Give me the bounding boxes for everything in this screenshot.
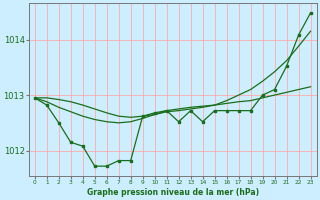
X-axis label: Graphe pression niveau de la mer (hPa): Graphe pression niveau de la mer (hPa): [87, 188, 259, 197]
